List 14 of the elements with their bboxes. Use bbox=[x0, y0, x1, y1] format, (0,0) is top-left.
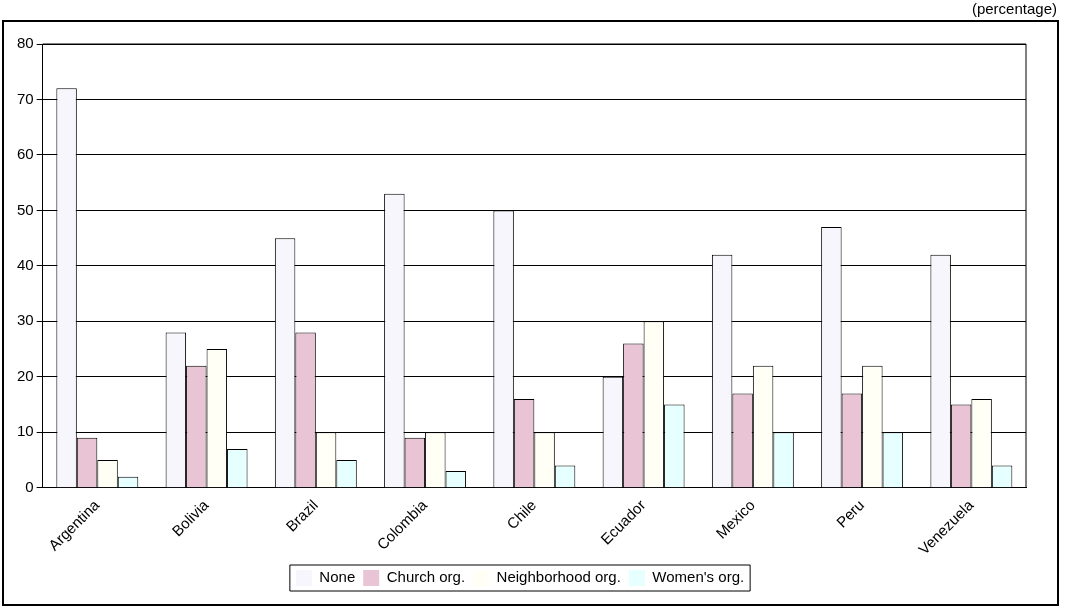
y-tick-label: 60 bbox=[17, 145, 34, 163]
legend-label: Church org. bbox=[386, 568, 466, 586]
y-tick-label: 0 bbox=[25, 477, 34, 495]
legend-label: None bbox=[319, 568, 356, 586]
y-tick-label: 70 bbox=[17, 89, 34, 107]
y-tick-label: 10 bbox=[17, 422, 34, 440]
legend-label: Neighborhood org. bbox=[496, 568, 621, 586]
y-tick-label: 40 bbox=[17, 256, 34, 274]
chart-subtitle: (percentage) bbox=[971, 0, 1057, 17]
legend-label: Women's org. bbox=[652, 568, 745, 586]
y-tick-label: 20 bbox=[17, 366, 34, 384]
y-tick-label: 80 bbox=[17, 34, 34, 52]
y-tick-label: 30 bbox=[17, 311, 34, 329]
y-tick-label: 50 bbox=[17, 200, 34, 218]
